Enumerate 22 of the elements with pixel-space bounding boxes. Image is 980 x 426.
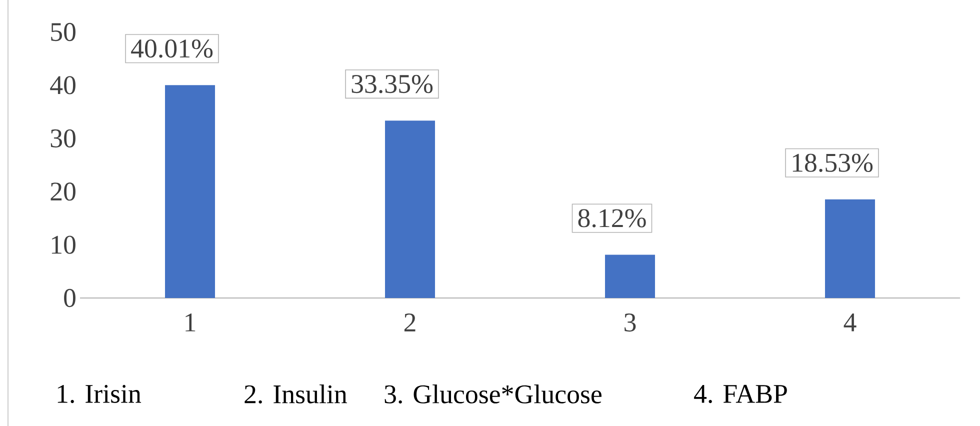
data-label: 33.35% xyxy=(352,74,433,94)
bar xyxy=(385,120,436,298)
text: 2. Insulin xyxy=(244,384,347,404)
bar xyxy=(825,199,876,298)
data-label: 8.12% xyxy=(578,209,646,228)
x-tick-label: 2 xyxy=(404,314,416,332)
x-tick-label: 1 xyxy=(186,314,196,332)
bar xyxy=(605,254,656,298)
bar xyxy=(165,85,216,298)
text: 3. Glucose*Glucose xyxy=(384,384,602,404)
y-tick-label: 50 xyxy=(51,22,76,42)
y-tick-label: 40 xyxy=(50,76,76,94)
data-label: 18.53% xyxy=(792,154,873,172)
y-tick-label: 30 xyxy=(50,129,76,148)
y-tick-label: 0 xyxy=(64,288,76,308)
y-tick-label: 20 xyxy=(50,182,76,201)
x-tick-label: 4 xyxy=(844,314,856,332)
text: 1. Irisin xyxy=(58,384,142,404)
text: 4. FABP xyxy=(694,384,787,404)
x-tick-label: 3 xyxy=(624,314,636,332)
data-label: 40.01% xyxy=(131,39,213,58)
y-tick-label: 10 xyxy=(52,236,76,254)
